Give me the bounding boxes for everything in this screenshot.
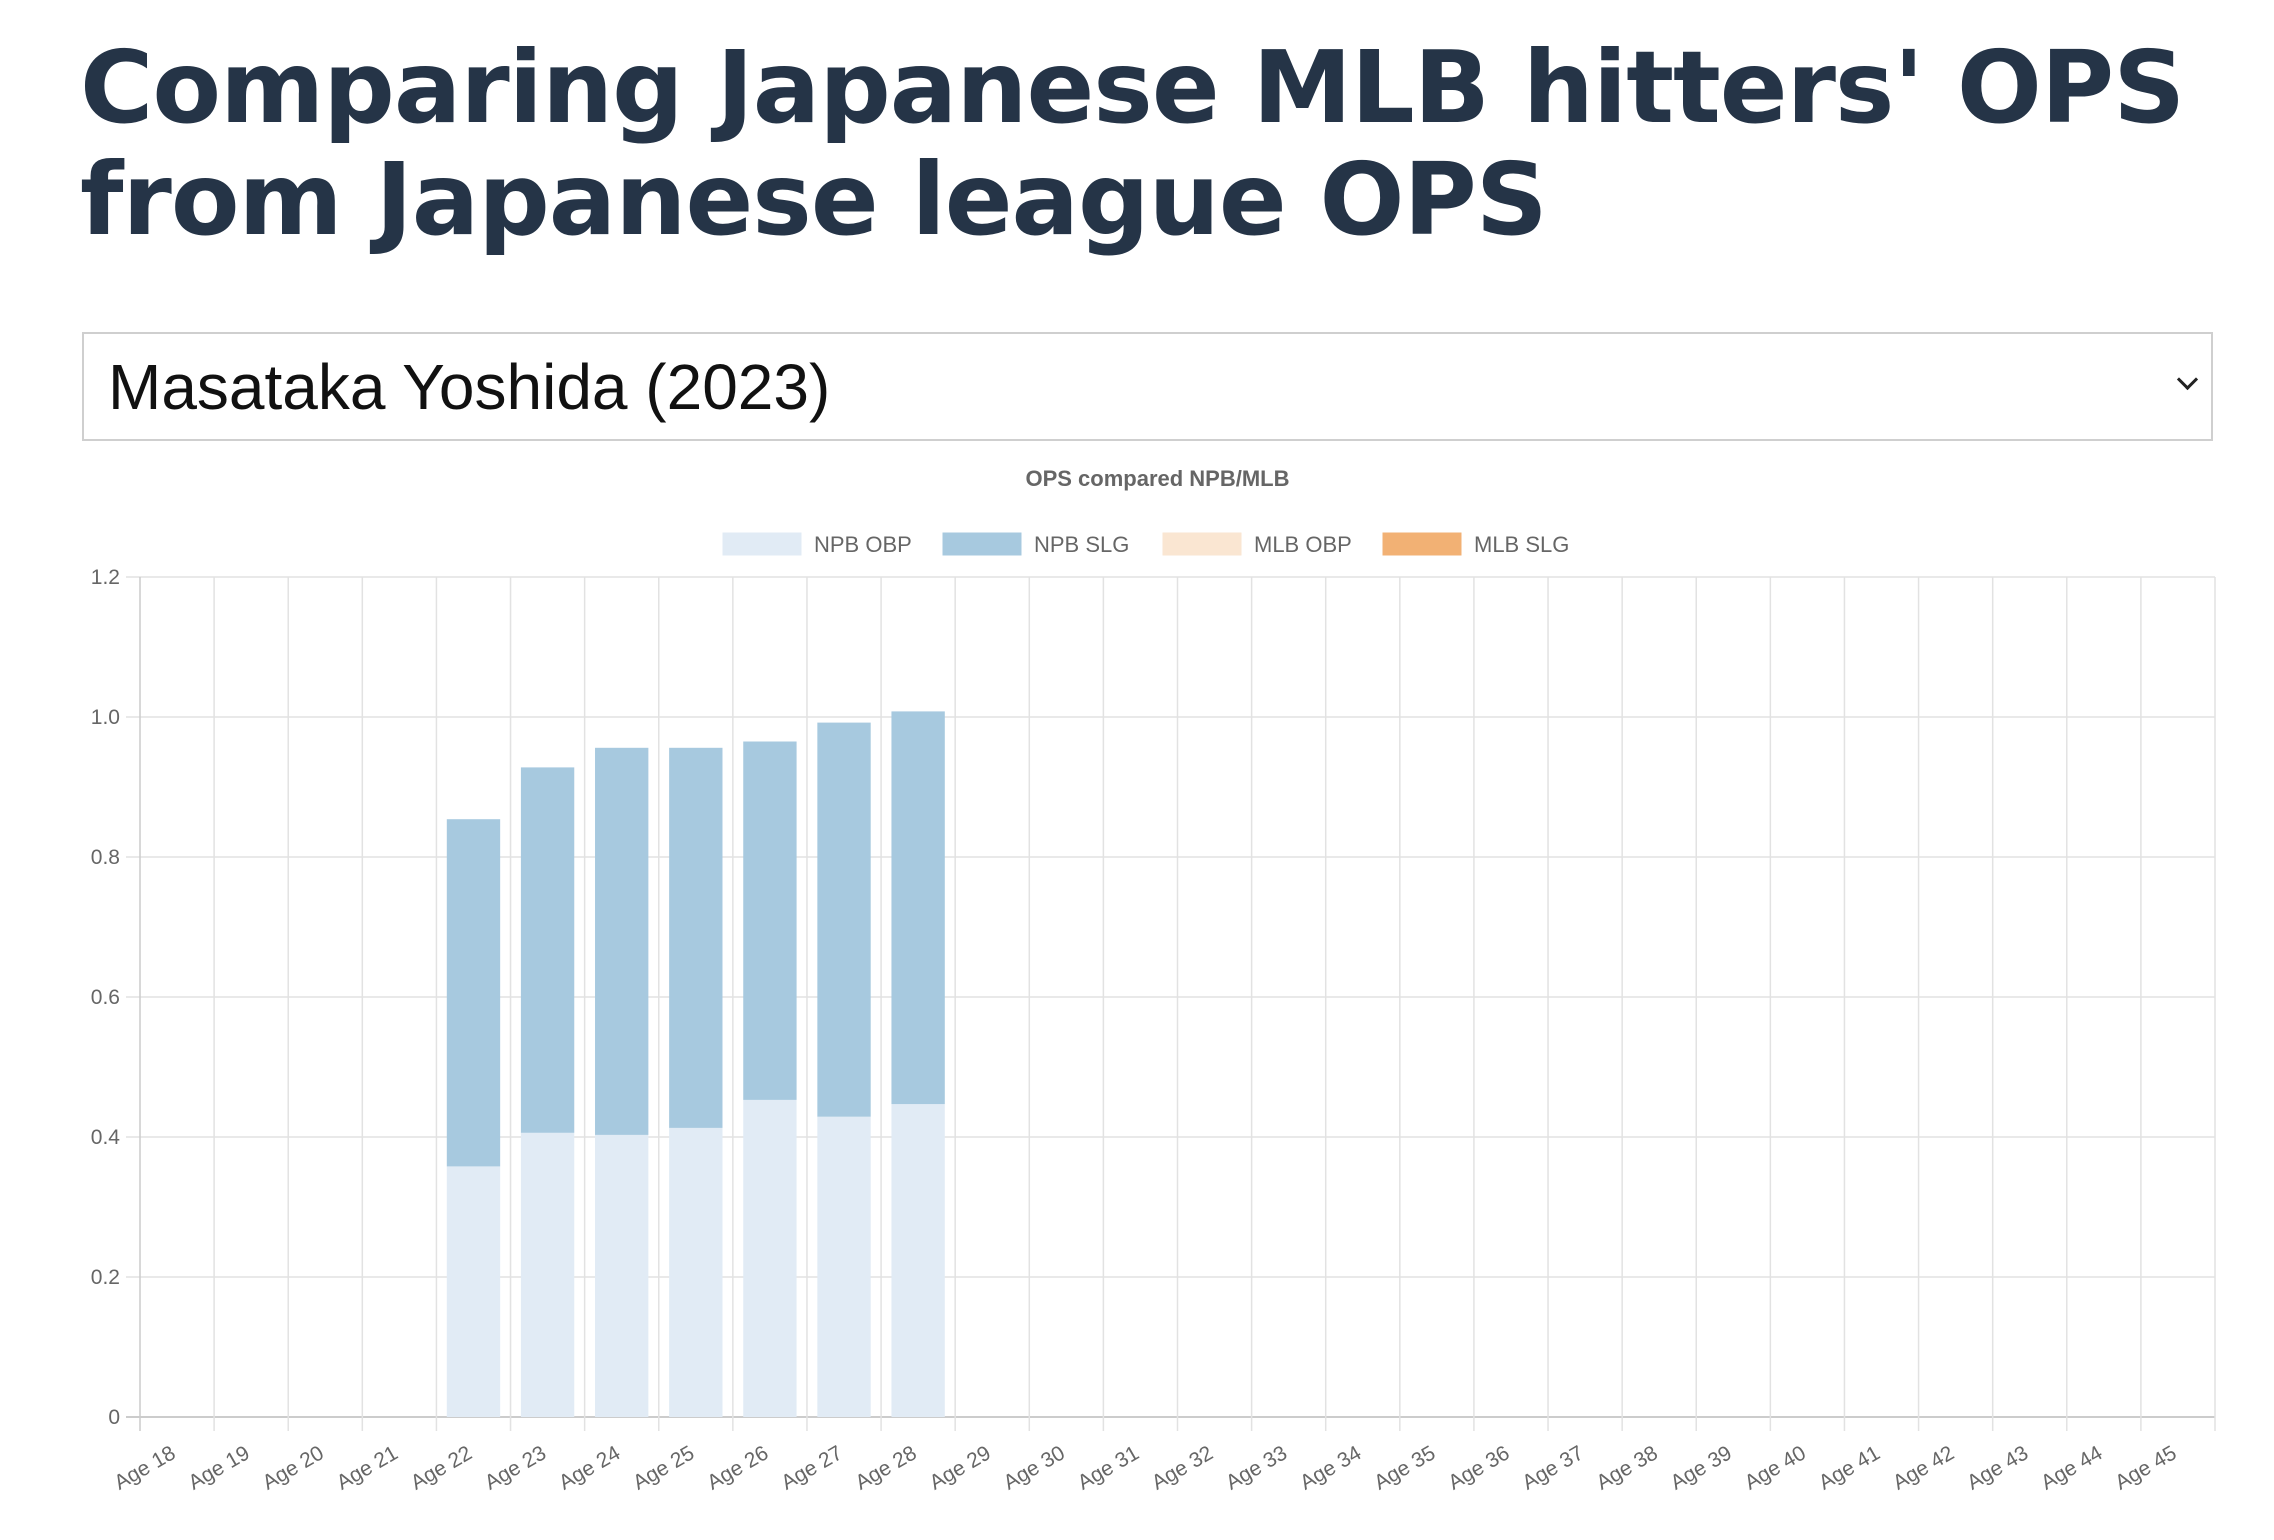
legend-label-0: NPB OBP [814, 532, 912, 557]
x-tick-label: Age 32 [1148, 1441, 1217, 1494]
x-tick-label: Age 26 [703, 1441, 772, 1494]
player-select-value: Masataka Yoshida (2023) [108, 350, 831, 423]
legend-swatch-0 [721, 531, 803, 557]
bar-npb-obp [520, 1132, 575, 1417]
page-title: Comparing Japanese MLB hitters' OPS from… [80, 29, 2185, 258]
x-tick-label: Age 44 [2037, 1441, 2106, 1494]
x-tick-label: Age 22 [407, 1441, 476, 1494]
x-tick-label: Age 43 [1963, 1441, 2032, 1494]
x-tick-label: Age 33 [1222, 1441, 1291, 1494]
legend-label-3: MLB SLG [1474, 532, 1569, 557]
legend-swatch-3 [1381, 531, 1463, 557]
x-tick-label: Age 28 [851, 1441, 920, 1494]
bar-npb-slg [743, 741, 797, 1100]
y-tick-label: 0.2 [91, 1266, 120, 1289]
bar-npb-slg [595, 747, 649, 1135]
x-tick-label: Age 45 [2111, 1441, 2180, 1494]
legend-label-2: MLB OBP [1254, 532, 1352, 557]
x-tick-label: Age 42 [1889, 1441, 1958, 1494]
x-tick-label: Age 27 [777, 1441, 846, 1494]
bar-npb-obp [595, 1134, 649, 1417]
x-tick-label: Age 31 [1074, 1441, 1143, 1494]
x-tick-label: Age 23 [481, 1441, 550, 1494]
bar-npb-obp [669, 1127, 723, 1417]
bar-npb-slg [669, 747, 723, 1128]
y-tick-label: 0.4 [91, 1126, 121, 1149]
x-tick-label: Age 24 [555, 1441, 624, 1494]
x-tick-label: Age 20 [259, 1441, 328, 1494]
x-tick-label: Age 29 [926, 1441, 995, 1494]
chart-title: OPS compared NPB/MLB [1025, 466, 1289, 491]
bar-npb-slg [446, 819, 501, 1167]
x-tick-label: Age 25 [629, 1441, 698, 1494]
y-tick-label: 1.0 [91, 706, 120, 729]
x-tick-label: Age 41 [1815, 1441, 1884, 1494]
y-tick-label: 0.6 [91, 986, 120, 1009]
x-tick-label: Age 18 [110, 1441, 179, 1494]
x-tick-label: Age 40 [1741, 1441, 1810, 1494]
x-tick-label: Age 39 [1667, 1441, 1736, 1494]
bar-npb-obp [891, 1104, 945, 1417]
legend-swatch-2 [1161, 531, 1243, 557]
x-tick-label: Age 19 [185, 1441, 254, 1494]
x-tick-label: Age 38 [1593, 1441, 1662, 1494]
bar-npb-slg [817, 722, 871, 1117]
x-tick-label: Age 34 [1296, 1441, 1365, 1494]
y-tick-label: 0.8 [91, 846, 120, 869]
bar-npb-slg [520, 767, 575, 1133]
bar-npb-obp [817, 1116, 871, 1417]
bar-npb-obp [743, 1099, 797, 1417]
x-tick-label: Age 30 [1000, 1441, 1069, 1494]
legend-label-1: NPB SLG [1034, 532, 1129, 557]
bar-npb-slg [891, 711, 945, 1105]
x-tick-label: Age 35 [1370, 1441, 1439, 1494]
legend-swatch-1 [941, 531, 1023, 557]
x-tick-label: Age 37 [1518, 1441, 1587, 1494]
x-tick-label: Age 21 [333, 1441, 402, 1494]
player-select[interactable]: Masataka Yoshida (2023) [82, 332, 2213, 441]
bar-npb-obp [446, 1166, 501, 1417]
x-tick-label: Age 36 [1444, 1441, 1513, 1494]
y-tick-label: 0 [108, 1406, 120, 1429]
y-tick-label: 1.2 [91, 566, 120, 589]
